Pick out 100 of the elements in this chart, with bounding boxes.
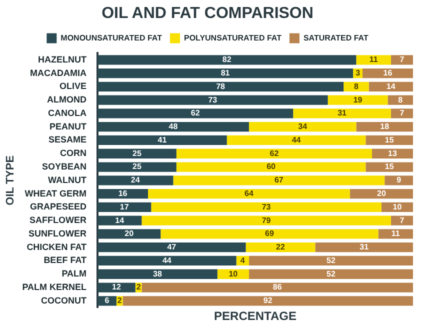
bar [378, 229, 413, 239]
bar [98, 148, 176, 158]
bar [98, 176, 174, 186]
data-label: 16 [118, 188, 128, 198]
data-label: 20 [377, 188, 386, 198]
bar [368, 82, 413, 92]
bar [98, 269, 218, 279]
x-axis-title: PERCENTAGE [214, 309, 296, 324]
bar [248, 269, 413, 279]
bar [98, 282, 136, 292]
legend-label: SATURATED FAT [303, 33, 368, 42]
data-label: 73 [208, 95, 218, 104]
y-tick-label: PALM KERNEL [22, 282, 88, 292]
bar [142, 216, 391, 226]
bar [98, 122, 249, 132]
legend-label: POLYUNSATURATED FAT [184, 33, 282, 42]
data-label: 4 [240, 256, 246, 265]
bar [98, 242, 246, 252]
bar [98, 256, 236, 266]
data-label: 17 [120, 202, 130, 212]
data-label: 67 [274, 176, 284, 185]
data-label: 25 [132, 162, 142, 172]
bar [142, 282, 413, 292]
data-label: 15 [384, 162, 394, 172]
y-tick-label: PEANUT [50, 121, 88, 132]
y-tick-label: GRAPESEED [30, 202, 88, 212]
data-label: 31 [360, 242, 370, 252]
bar [122, 296, 413, 306]
data-label: 14 [115, 216, 125, 225]
y-tick-label: WHEAT GERM [24, 188, 87, 198]
data-label: 62 [270, 148, 280, 158]
bar [390, 108, 413, 118]
y-tick-label: PALM [62, 268, 87, 279]
bar [388, 95, 413, 105]
y-tick-label: SUNFLOWER [28, 228, 88, 238]
bar [98, 162, 176, 172]
data-label: 69 [265, 229, 274, 238]
bar [226, 135, 366, 146]
data-label: 11 [391, 229, 400, 238]
bar [148, 188, 350, 199]
data-label: 8 [398, 95, 404, 104]
data-label: 2 [136, 282, 142, 292]
data-label: 78 [216, 82, 226, 91]
bar [356, 55, 391, 65]
data-label: 44 [162, 256, 172, 265]
bar [372, 148, 413, 158]
data-label: 12 [112, 282, 122, 292]
bar [366, 135, 413, 146]
y-tick-label: WALNUT [48, 174, 88, 185]
bar [248, 122, 356, 132]
data-label: 19 [353, 95, 363, 104]
bar [98, 202, 152, 212]
y-tick-label: HAZELNUT [38, 54, 88, 64]
data-label: 14 [386, 82, 396, 91]
data-label: 31 [338, 108, 348, 118]
y-tick-label: CORN [60, 148, 87, 158]
y-tick-label: SESAME [48, 134, 87, 145]
data-label: 24 [130, 176, 140, 185]
y-tick-label: ALMOND [47, 94, 88, 105]
bar [384, 176, 413, 186]
data-label: 60 [266, 162, 276, 172]
bar [98, 188, 148, 199]
data-label: 64 [244, 188, 254, 198]
bar [176, 148, 372, 158]
data-label: 62 [190, 108, 200, 118]
bar [350, 188, 413, 199]
bar [98, 229, 161, 239]
bar [356, 122, 413, 132]
bar [328, 95, 388, 105]
bar [151, 202, 382, 212]
bar [98, 135, 227, 146]
data-label: 16 [383, 68, 393, 78]
bar [160, 229, 378, 239]
bar [176, 162, 366, 172]
data-label: 13 [388, 148, 398, 158]
bar [98, 82, 344, 92]
y-tick-label: SAFFLOWER [30, 215, 88, 226]
bar [246, 242, 316, 252]
chart-title: OIL AND FAT COMPARISON [102, 5, 314, 22]
data-label: 47 [167, 242, 177, 252]
data-label: 38 [153, 269, 162, 278]
data-label: 82 [222, 55, 232, 64]
data-label: 52 [326, 256, 336, 265]
y-axis-title: OIL TYPE [4, 155, 17, 206]
data-label: 7 [400, 216, 405, 225]
y-tick-label: MACADAMIA [30, 68, 88, 78]
bar [98, 68, 354, 78]
bar [390, 55, 413, 65]
data-label: 48 [168, 122, 178, 132]
bar [98, 216, 142, 226]
bar [248, 256, 413, 266]
data-label: 20 [124, 229, 134, 238]
bar [362, 68, 413, 78]
data-label: 10 [392, 202, 402, 212]
data-label: 79 [262, 216, 272, 225]
y-tick-label: CHICKEN FAT [26, 242, 88, 252]
bar [366, 162, 413, 172]
y-tick-label: COCONUT [41, 295, 88, 306]
bar [98, 108, 294, 118]
bar [98, 95, 328, 105]
